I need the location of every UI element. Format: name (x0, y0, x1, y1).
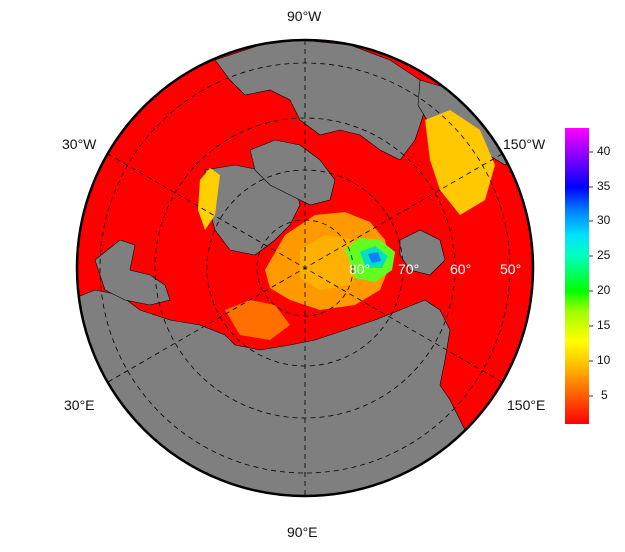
lon-label-90w: 90°W (287, 8, 322, 24)
greenland-east-band (198, 168, 220, 230)
lon-label-90e: 90°E (287, 524, 318, 540)
colorbar-tick-marks (589, 151, 593, 397)
lat-label-60: 60° (450, 261, 471, 277)
colorbar-tick-40: 40 (597, 144, 611, 158)
map-content: 80° 70° 60° 50° (77, 40, 533, 496)
lon-label-30w: 30°W (62, 136, 97, 152)
lat-label-80: 80° (349, 261, 370, 277)
colorbar-tick-15: 15 (597, 318, 611, 332)
colorbar-tick-30: 30 (597, 213, 611, 227)
lat-label-70: 70° (398, 261, 419, 277)
colorbar-tick-5: 5 (601, 388, 608, 402)
beaufort-yellow-band (425, 110, 495, 215)
scandinavia-land (94, 239, 171, 306)
lon-label-150w: 150°W (503, 136, 546, 152)
barents-orange (225, 300, 290, 340)
lon-label-30e: 30°E (64, 397, 95, 413)
colorbar-tick-20: 20 (597, 283, 611, 297)
colorbar-tick-10: 10 (597, 353, 611, 367)
map-frame (75, 38, 535, 498)
high-value-patch-blue (368, 252, 381, 263)
colorbar-tick-25: 25 (597, 248, 611, 262)
graticule (99, 40, 511, 496)
meridian-150 (107, 153, 503, 383)
colorbar-gradient (565, 128, 589, 424)
lat-label-50: 50° (500, 261, 521, 277)
chukotka-land (399, 229, 446, 276)
arctic-islands (249, 139, 336, 206)
colorbar-tick-35: 35 (597, 179, 611, 193)
lon-label-150e: 150°E (507, 397, 546, 413)
